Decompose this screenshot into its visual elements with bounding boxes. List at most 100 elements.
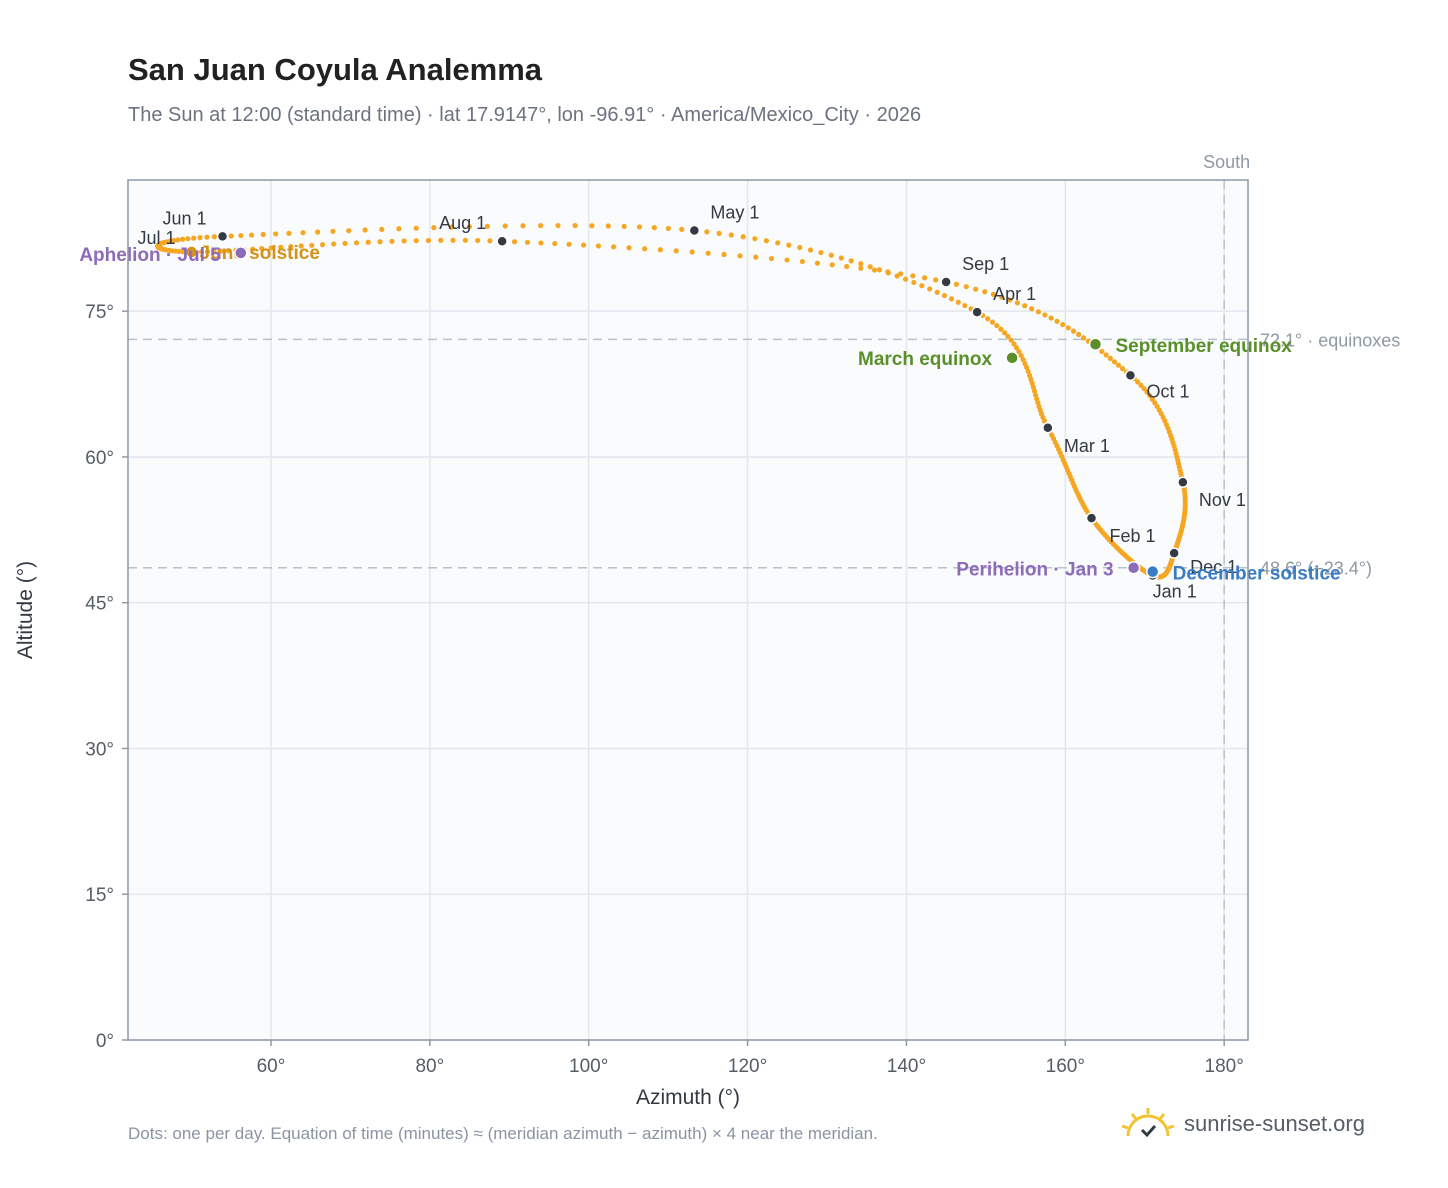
day-dot	[520, 223, 526, 229]
footnote: Dots: one per day. Equation of time (min…	[128, 1124, 878, 1143]
day-dot	[320, 242, 326, 248]
day-dot	[982, 289, 988, 295]
day-dot	[218, 248, 224, 254]
day-dot	[462, 237, 468, 243]
day-dot	[450, 237, 456, 243]
day-dot	[1028, 376, 1034, 382]
day-dot	[689, 249, 695, 255]
reference-lines: South 72.1° · equinoxes 48.6° (−23.4°)	[128, 152, 1400, 1040]
day-dot	[999, 294, 1005, 300]
day-dot	[552, 240, 558, 247]
day-dot	[273, 231, 279, 237]
month-marker-label: Mar 1	[1064, 436, 1110, 456]
day-dot	[941, 292, 948, 299]
x-axis-label: Azimuth (°)	[636, 1086, 740, 1109]
day-dot	[962, 302, 968, 309]
day-dot	[250, 246, 256, 252]
day-dot	[204, 249, 211, 255]
day-dot	[657, 247, 663, 253]
event-marker	[1088, 337, 1103, 351]
day-dot	[651, 225, 657, 231]
day-dot	[487, 238, 493, 244]
day-dot	[989, 319, 996, 325]
day-dot	[413, 225, 419, 231]
event-label: March equinox	[858, 349, 993, 370]
day-dot	[1103, 352, 1109, 358]
event-label: September equinox	[1115, 336, 1292, 357]
day-dot	[1025, 368, 1031, 375]
day-dot	[605, 223, 611, 229]
chart-subtitle: The Sun at 12:00 (standard time) · lat 1…	[128, 104, 922, 126]
y-tick-label: 30°	[85, 739, 114, 760]
month-marker-label: Jan 1	[1153, 582, 1197, 602]
reference-line-label: 48.6° (−23.4°)	[1260, 559, 1372, 579]
day-dot	[1014, 300, 1020, 306]
day-dot	[288, 244, 294, 250]
day-dot	[1001, 330, 1008, 336]
day-dot	[1029, 306, 1035, 312]
day-dot	[1008, 337, 1014, 343]
event-label: Aphelion · Jul 5	[79, 245, 221, 266]
day-dot	[595, 243, 602, 249]
day-dot	[721, 251, 727, 258]
day-dot	[985, 316, 991, 322]
day-dot	[413, 238, 419, 244]
day-dot	[1107, 355, 1113, 361]
day-dot	[844, 263, 850, 270]
day-dot	[621, 223, 627, 230]
plot-frame	[127, 179, 1249, 1041]
day-dot	[902, 276, 909, 282]
event-label: December solstice	[1173, 564, 1341, 585]
month-marker	[1042, 422, 1054, 434]
month-marker	[1177, 476, 1189, 488]
day-dot	[300, 230, 306, 236]
day-dot	[555, 222, 561, 229]
day-dot	[1141, 386, 1147, 392]
month-marker	[1085, 512, 1098, 524]
day-dot	[876, 267, 883, 273]
day-dot	[953, 281, 960, 287]
day-dot	[786, 242, 792, 248]
day-dot	[1007, 297, 1013, 303]
event-label: Perihelion · Jan 3	[956, 560, 1113, 581]
day-dot	[438, 237, 444, 243]
day-dot	[753, 254, 759, 260]
day-dot	[204, 234, 210, 240]
day-dot	[990, 291, 997, 297]
day-dot	[910, 273, 916, 279]
day-dot	[1024, 364, 1030, 371]
day-dot	[502, 223, 508, 229]
day-dot	[1016, 349, 1022, 355]
month-marker	[940, 276, 952, 288]
x-tick-label: 80°	[415, 1056, 444, 1077]
day-dot	[1018, 353, 1024, 359]
brand-name: sunrise-sunset.org	[1184, 1111, 1365, 1136]
brand[interactable]: sunrise-sunset.org	[1120, 1104, 1365, 1144]
day-dot	[838, 255, 844, 261]
day-dot	[919, 283, 925, 289]
day-dot	[784, 257, 790, 263]
day-dot	[286, 230, 292, 236]
day-dot	[885, 269, 891, 275]
month-marker	[688, 224, 701, 237]
analemma-dots	[155, 222, 1188, 580]
month-marker-label: May 1	[710, 203, 759, 223]
day-dot	[353, 240, 360, 246]
day-dot	[199, 249, 205, 255]
event-marker	[184, 245, 199, 259]
day-dot	[1011, 341, 1017, 347]
x-tick-label: 140°	[887, 1056, 926, 1077]
day-dot	[933, 277, 939, 283]
day-dot	[752, 236, 758, 242]
day-dot	[716, 230, 722, 236]
day-dot	[858, 265, 864, 271]
month-marker-label: Oct 1	[1146, 381, 1189, 401]
day-dot	[309, 242, 315, 248]
day-dot	[828, 252, 834, 258]
day-dot	[1070, 328, 1077, 334]
x-tick-label: 60°	[257, 1056, 286, 1077]
day-dot	[973, 286, 979, 292]
day-dot	[431, 225, 437, 231]
day-dot	[775, 240, 781, 246]
month-marker	[1124, 369, 1137, 382]
